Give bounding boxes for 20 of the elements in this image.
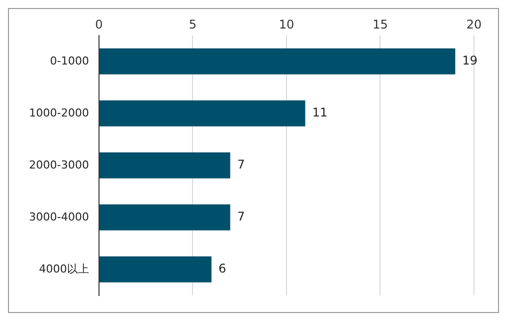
x-tick-label: 5 xyxy=(188,17,197,32)
y-tick-label: 2000-3000 xyxy=(28,158,89,172)
y-tick-label: 3000-4000 xyxy=(28,210,89,224)
y-tick-label: 4000以上 xyxy=(38,262,89,276)
y-tick-label: 1000-2000 xyxy=(28,106,89,120)
x-tick-label: 0 xyxy=(95,17,103,32)
bar xyxy=(99,152,230,178)
x-tick-label: 15 xyxy=(372,17,388,32)
data-label: 7 xyxy=(237,158,245,172)
y-tick-label: 0-1000 xyxy=(50,54,89,68)
data-label: 19 xyxy=(462,54,478,68)
data-label: 11 xyxy=(312,106,328,120)
bar xyxy=(99,204,230,230)
data-label: 7 xyxy=(237,210,245,224)
x-tick-label: 20 xyxy=(466,17,482,32)
bar xyxy=(99,48,456,74)
bar xyxy=(99,100,306,126)
x-tick-label: 10 xyxy=(278,17,294,32)
bar xyxy=(99,256,212,282)
data-label: 6 xyxy=(218,262,226,276)
